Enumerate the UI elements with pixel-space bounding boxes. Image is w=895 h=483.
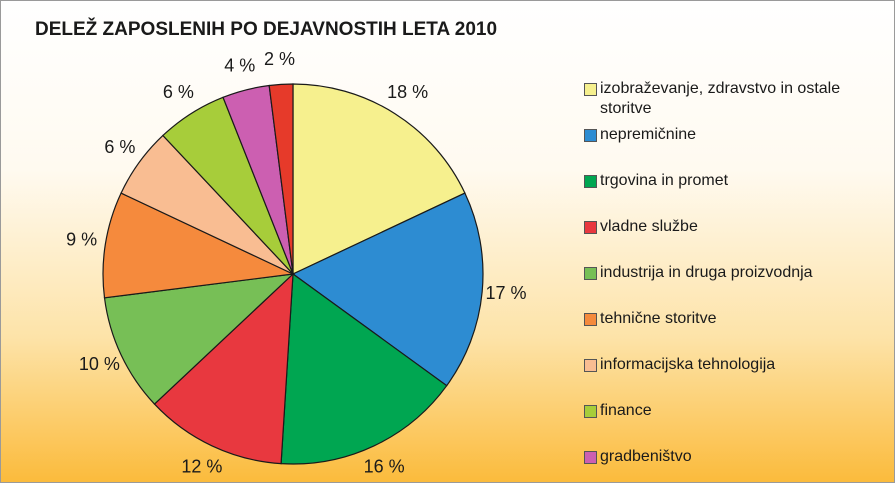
legend-swatch bbox=[584, 267, 597, 280]
pie-slice bbox=[102, 192, 296, 299]
legend-item: informacijska tehnologija bbox=[584, 355, 850, 375]
legend-label: gradbeništvo bbox=[600, 448, 692, 465]
pie-slice bbox=[268, 83, 294, 275]
legend-label: finance bbox=[600, 402, 652, 419]
value-label: 16 % bbox=[364, 456, 405, 476]
legend-swatch bbox=[584, 359, 597, 372]
value-label: 17 % bbox=[486, 283, 527, 303]
pie-slice bbox=[292, 83, 466, 275]
legend-item: vladne službe bbox=[584, 217, 850, 237]
value-label: 6 % bbox=[163, 82, 194, 102]
legend-item: industrija in druga proizvodnja bbox=[584, 263, 850, 283]
value-label: 18 % bbox=[387, 82, 428, 102]
legend-label: tehnične storitve bbox=[600, 310, 717, 327]
legend-item: tehnične storitve bbox=[584, 309, 850, 329]
pie-slice bbox=[153, 272, 294, 465]
value-label: 6 % bbox=[104, 137, 135, 157]
legend-item: finance bbox=[584, 401, 850, 421]
legend-swatch bbox=[584, 451, 597, 464]
value-label: 12 % bbox=[181, 456, 222, 476]
chart-title: DELEŽ ZAPOSLENIH PO DEJAVNOSTIH LETA 201… bbox=[35, 18, 497, 40]
legend-item: nepremičnine bbox=[584, 125, 850, 145]
pie-slice bbox=[291, 192, 484, 387]
value-label: 2 % bbox=[264, 49, 295, 69]
pie-slice bbox=[280, 272, 448, 465]
legend-label: trgovina in promet bbox=[600, 172, 729, 189]
legend-swatch bbox=[584, 313, 597, 326]
pie-slice bbox=[103, 273, 295, 405]
legend-swatch bbox=[584, 83, 597, 96]
legend-item: gradbeništvo bbox=[584, 447, 850, 467]
legend-label: industrija in druga proizvodnja bbox=[600, 264, 813, 281]
value-label: 9 % bbox=[66, 229, 97, 249]
legend-swatch bbox=[584, 175, 597, 188]
value-label: 10 % bbox=[79, 354, 120, 374]
value-label: 4 % bbox=[224, 55, 255, 75]
legend-swatch bbox=[584, 405, 597, 418]
legend-swatch bbox=[584, 129, 597, 142]
legend-label: nepremičnine bbox=[600, 126, 697, 143]
legend-swatch bbox=[584, 221, 597, 234]
legend-item: trgovina in promet bbox=[584, 171, 850, 191]
legend-label: informacijska tehnologija bbox=[600, 356, 776, 373]
legend-label: izobraževanje, zdravstvo in ostale stori… bbox=[600, 80, 841, 117]
legend-label: vladne službe bbox=[600, 218, 698, 235]
legend-item: izobraževanje, zdravstvo in ostale stori… bbox=[584, 79, 850, 119]
